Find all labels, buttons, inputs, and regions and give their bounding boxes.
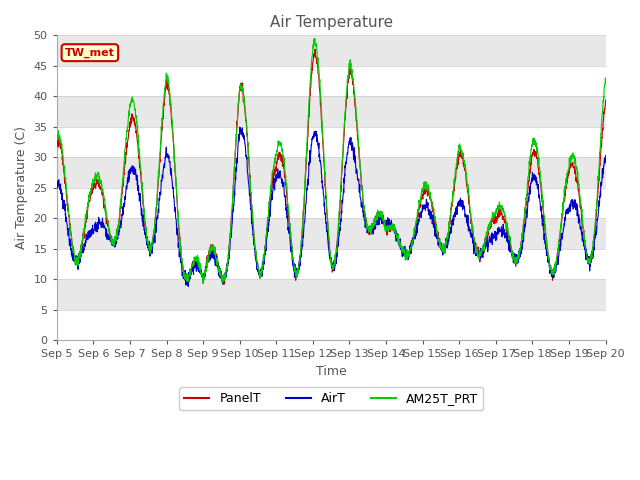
Bar: [57, 188, 605, 218]
Legend: PanelT, AirT, AM25T_PRT: PanelT, AirT, AM25T_PRT: [179, 387, 483, 410]
Bar: [57, 218, 605, 249]
Text: TW_met: TW_met: [65, 48, 115, 58]
Bar: [57, 249, 605, 279]
Bar: [57, 36, 605, 66]
Bar: [57, 127, 605, 157]
Bar: [57, 279, 605, 310]
Bar: [57, 310, 605, 340]
Title: Air Temperature: Air Temperature: [269, 15, 393, 30]
Bar: [57, 96, 605, 127]
Bar: [57, 157, 605, 188]
X-axis label: Time: Time: [316, 365, 347, 378]
Bar: [57, 66, 605, 96]
Y-axis label: Air Temperature (C): Air Temperature (C): [15, 126, 28, 250]
